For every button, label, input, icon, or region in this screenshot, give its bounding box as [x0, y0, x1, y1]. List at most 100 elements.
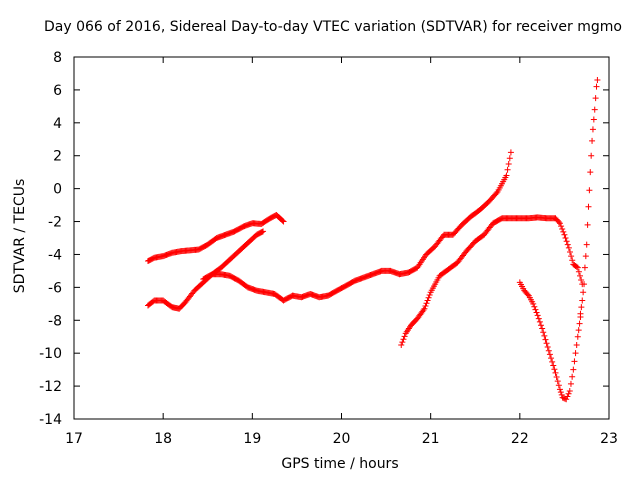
plot-frame: [73, 56, 610, 420]
data-point: [534, 312, 541, 319]
series-3: [200, 149, 514, 304]
data-point: [571, 358, 578, 365]
data-point: [531, 303, 538, 310]
axes: 17 18 19 20 21 22 23 -14 -12 -10 -8 -6 -4 -2 0 2 4 6 8: [39, 50, 618, 447]
data-point: [578, 304, 585, 311]
data-point: [579, 297, 586, 304]
series-5: [516, 279, 584, 403]
data-point: [540, 329, 547, 336]
x-tick-label: 18: [154, 431, 172, 447]
data-point: [533, 309, 540, 316]
data-point: [260, 228, 267, 235]
chart-title: Day 066 of 2016, Sidereal Day-to-day VTE…: [44, 19, 622, 35]
data-point: [574, 264, 581, 271]
data-point: [566, 388, 573, 395]
data-point: [554, 378, 561, 385]
data-point: [524, 291, 531, 298]
data-point: [585, 203, 592, 210]
y-tick-label: 0: [53, 182, 62, 198]
data-point: [550, 362, 557, 369]
data-point: [589, 126, 596, 133]
data-point: [577, 310, 584, 317]
data-point: [591, 106, 598, 113]
data-point: [425, 294, 432, 301]
data-point: [574, 333, 581, 340]
data-point: [564, 393, 571, 400]
data-point: [569, 257, 576, 264]
data-point: [581, 281, 588, 288]
data-point: [572, 350, 579, 357]
data-point: [568, 253, 575, 260]
data-point: [398, 341, 405, 348]
data-point: [553, 374, 560, 381]
series-2: [145, 228, 267, 312]
data-point: [279, 217, 286, 224]
data-point: [562, 235, 569, 241]
data-point: [565, 390, 572, 397]
data-point: [565, 244, 572, 251]
series-6: [577, 77, 601, 317]
data-point: [544, 344, 551, 351]
data-point: [420, 307, 427, 314]
data-point: [258, 228, 265, 235]
data-point: [577, 272, 584, 279]
data-point: [567, 380, 574, 387]
data-point: [561, 231, 568, 238]
data-point: [426, 292, 433, 299]
x-tick-label: 17: [65, 431, 83, 447]
y-tick-label: 6: [53, 83, 62, 99]
x-tick-label: 19: [243, 431, 261, 447]
data-point: [575, 327, 582, 334]
data-point: [563, 396, 570, 403]
y-tick-label: 2: [53, 149, 62, 165]
data-point: [493, 190, 500, 197]
data-point: [546, 351, 553, 358]
y-tick-label: -8: [48, 313, 62, 329]
data-point: [570, 366, 577, 373]
data-point: [399, 339, 406, 346]
data-point: [504, 166, 511, 173]
y-tick-label: -6: [48, 280, 62, 296]
data-point: [589, 137, 596, 144]
data-point: [543, 340, 550, 347]
data-point: [551, 366, 558, 373]
data-point: [556, 386, 563, 393]
series-1: [145, 211, 287, 265]
data-point: [586, 187, 593, 194]
data-point: [583, 241, 590, 248]
data-point: [507, 149, 514, 156]
data-point: [538, 322, 545, 329]
data-point: [558, 223, 565, 230]
data-point: [422, 303, 429, 310]
y-tick-label: -2: [48, 215, 62, 231]
data-point: [566, 248, 573, 255]
y-tick-label: 8: [53, 50, 62, 66]
data-point: [532, 306, 539, 313]
data-point: [539, 325, 546, 332]
data-point: [280, 218, 287, 225]
data-point: [400, 336, 407, 343]
data-point: [424, 297, 431, 304]
data-point: [573, 263, 580, 270]
data-point: [503, 172, 510, 179]
data-point: [506, 155, 513, 162]
data-point: [401, 333, 408, 340]
data-point: [557, 389, 564, 396]
y-tick-label: -12: [39, 379, 62, 395]
data-marks: [145, 77, 601, 403]
data-point: [556, 220, 563, 227]
data-point: [555, 382, 562, 389]
y-tick-label: 4: [53, 116, 62, 132]
data-point: [582, 253, 589, 260]
data-point: [569, 373, 576, 380]
data-point: [584, 221, 591, 228]
data-point: [535, 315, 542, 322]
data-point: [549, 358, 556, 365]
data-point: [536, 318, 543, 325]
data-point: [542, 336, 549, 343]
data-point: [530, 300, 537, 307]
x-tick-label: 22: [511, 431, 529, 447]
x-axis-label: GPS time / hours: [281, 456, 399, 472]
y-tick-label: -14: [39, 412, 62, 428]
